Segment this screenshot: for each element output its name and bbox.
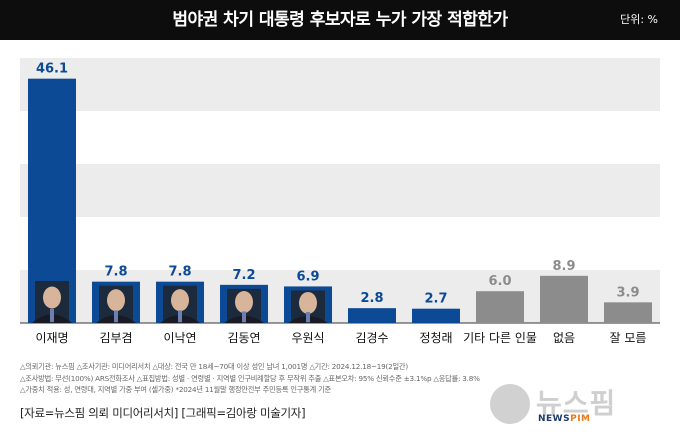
category-label: 이재명 bbox=[35, 331, 68, 345]
logo-mark-icon bbox=[490, 384, 530, 424]
candidate-face bbox=[299, 291, 317, 314]
candidate-face bbox=[107, 289, 125, 312]
survey-note-3: △가중치 적용: 성, 연령대, 지역별 가중 부여 (셀가중) *2024년 … bbox=[20, 385, 331, 394]
data-label: 6.0 bbox=[488, 274, 511, 289]
candidate-tie bbox=[306, 311, 310, 323]
grid-band bbox=[20, 58, 660, 111]
bar bbox=[604, 302, 652, 323]
survey-note-1: △의뢰기관: 뉴스핌 △조사기관: 미디어리서치 △대상: 전국 만 18세~7… bbox=[20, 362, 408, 371]
data-label: 6.9 bbox=[296, 269, 319, 284]
bar bbox=[412, 308, 460, 323]
candidate-tie bbox=[178, 310, 182, 323]
data-label: 7.2 bbox=[232, 268, 255, 283]
title-bar: 범야권 차기 대통령 후보자로 누가 가장 적합한가 단위: % bbox=[0, 0, 680, 40]
grid-band bbox=[20, 217, 660, 270]
logo-text: 뉴스핌 bbox=[536, 387, 617, 420]
category-label: 잘 모름 bbox=[610, 331, 647, 345]
bar bbox=[348, 308, 396, 323]
unit-label: 단위: % bbox=[620, 13, 658, 26]
bar bbox=[540, 275, 588, 323]
candidate-tie bbox=[242, 311, 246, 323]
category-label: 김동연 bbox=[227, 331, 260, 345]
logo-sub-pim: PIM bbox=[570, 414, 591, 424]
category-label: 이낙연 bbox=[163, 331, 196, 345]
category-label: 기타 다른 인물 bbox=[463, 331, 537, 345]
category-label: 김경수 bbox=[355, 331, 388, 345]
data-label: 2.7 bbox=[424, 292, 447, 307]
grid-band bbox=[20, 111, 660, 164]
logo-sub-news: NEWS bbox=[538, 414, 571, 424]
grid-band bbox=[20, 164, 660, 217]
data-label: 46.1 bbox=[36, 62, 68, 77]
data-label: 7.8 bbox=[104, 265, 127, 280]
bar bbox=[476, 291, 524, 323]
data-label: 3.9 bbox=[616, 285, 639, 300]
data-label: 8.9 bbox=[552, 259, 575, 274]
survey-notes: △의뢰기관: 뉴스핌 △조사기관: 미디어리서치 △대상: 전국 만 18세~7… bbox=[20, 361, 580, 396]
candidate-face bbox=[235, 291, 253, 314]
category-label: 김부겸 bbox=[99, 331, 132, 345]
candidate-tie bbox=[50, 308, 54, 323]
data-label: 7.8 bbox=[168, 265, 191, 280]
survey-note-2: △조사방법: 무선(100%) ARS전화조사 △표집방법: 성별 · 연령별 … bbox=[20, 373, 480, 383]
newspim-logo: 뉴스핌 NEWSPIM bbox=[490, 384, 660, 430]
candidate-face bbox=[43, 286, 61, 309]
category-label: 우원식 bbox=[291, 331, 324, 345]
logo-subtext: NEWSPIM bbox=[538, 414, 591, 424]
data-label: 2.8 bbox=[360, 291, 383, 306]
source-credit: [자료=뉴스핌 의뢰 미디어리서치] [그래픽=김아랑 미술기자] bbox=[20, 406, 306, 420]
category-label: 정청래 bbox=[419, 331, 452, 345]
bar-chart: 46.1 이재명 7.8 김부겸 7.8 이낙연 7.2 김동연 6.9 우원식 2.8 김경수 2.7… bbox=[20, 58, 660, 345]
category-label: 없음 bbox=[553, 331, 575, 345]
candidate-face bbox=[171, 289, 189, 312]
chart-title: 범야권 차기 대통령 후보자로 누가 가장 적합한가 bbox=[172, 10, 508, 30]
candidate-tie bbox=[114, 310, 118, 323]
